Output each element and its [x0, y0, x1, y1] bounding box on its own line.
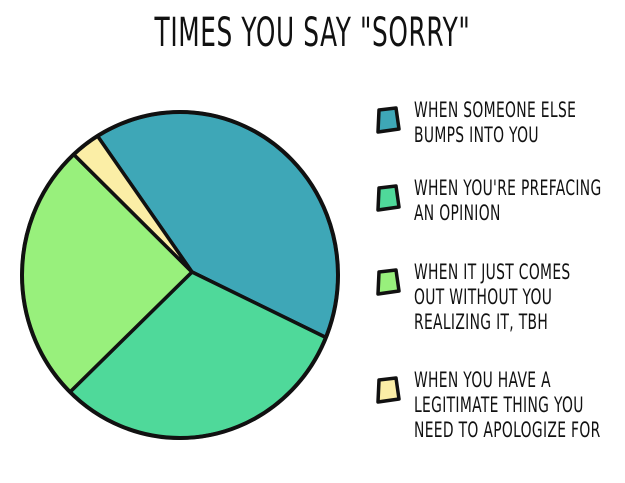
legend-swatch-light-green	[376, 268, 401, 296]
legend-swatch-mint	[376, 184, 401, 212]
legend-swatch-teal	[376, 106, 401, 134]
legend-label: WHEN YOU'RE PREFACING AN OPINION	[414, 176, 602, 225]
legend-label: WHEN YOU HAVE A LEGITIMATE THING YOU NEE…	[414, 368, 601, 442]
legend-swatch-cream	[376, 376, 401, 404]
pie-outline	[20, 110, 340, 440]
legend-label: WHEN SOMEONE ELSE BUMPS INTO YOU	[414, 98, 577, 147]
chart-title: TIMES YOU SAY "SORRY"	[154, 10, 471, 56]
legend-label: WHEN IT JUST COMES OUT WITHOUT YOU REALI…	[414, 260, 571, 334]
